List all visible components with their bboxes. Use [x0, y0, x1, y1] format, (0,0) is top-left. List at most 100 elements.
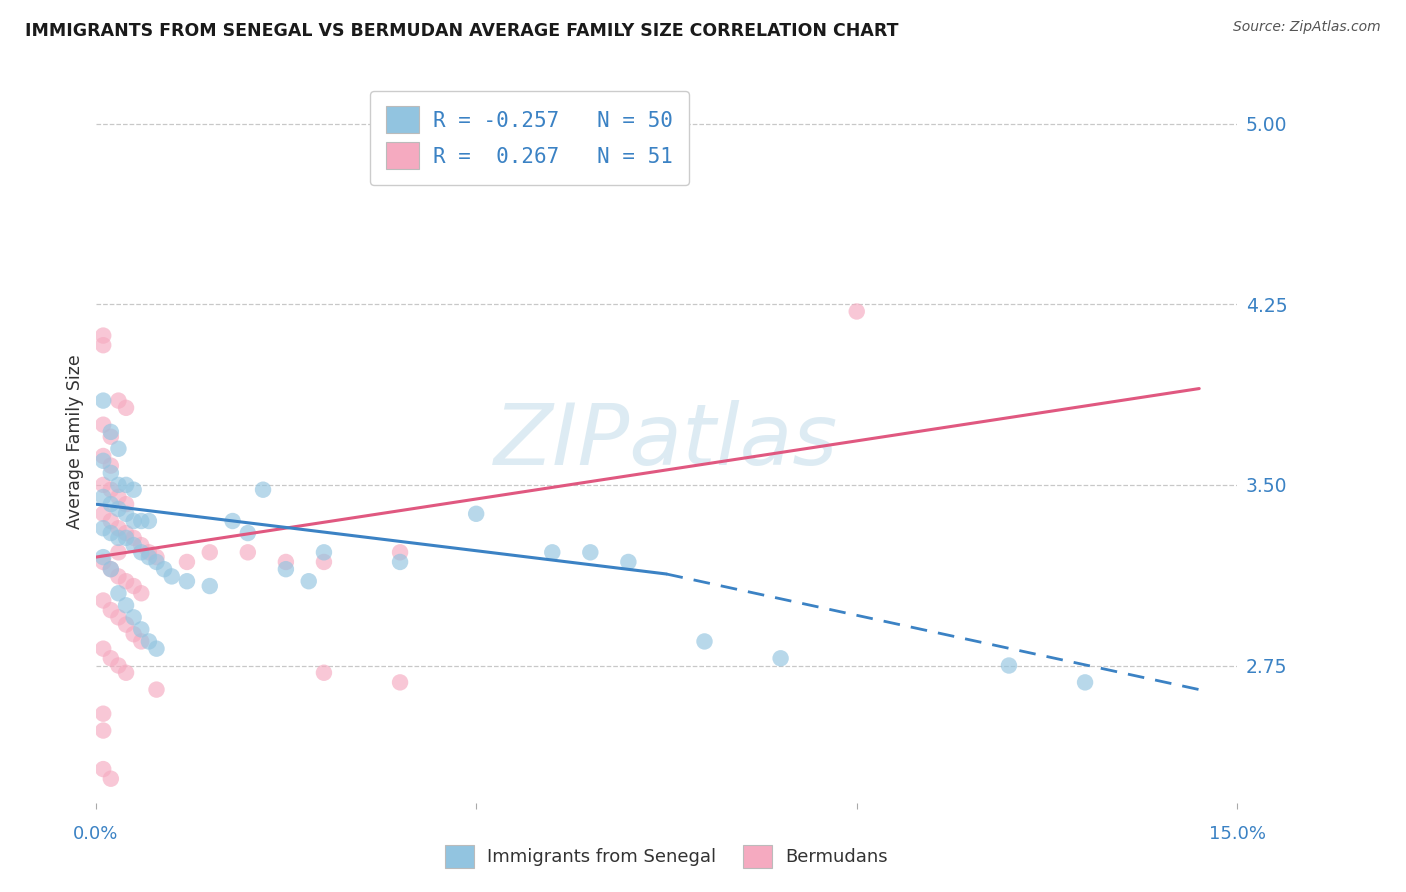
Point [845, 304, 868, 318]
Point [122, 579, 145, 593]
Point [107, 586, 129, 600]
Text: 15.0%: 15.0% [1209, 825, 1265, 843]
Point [129, 514, 152, 528]
Point [312, 555, 335, 569]
Point [100, 651, 122, 665]
Point [198, 579, 221, 593]
Point [100, 483, 122, 497]
Point [138, 634, 160, 648]
Point [115, 531, 138, 545]
Point [115, 478, 138, 492]
Point [122, 483, 145, 497]
Point [91, 338, 114, 352]
Point [122, 610, 145, 624]
Point [91, 723, 114, 738]
Point [91, 490, 114, 504]
Point [129, 623, 152, 637]
Point [1074, 675, 1097, 690]
Point [107, 478, 129, 492]
Point [91, 555, 114, 569]
Point [107, 393, 129, 408]
Point [145, 555, 167, 569]
Point [100, 562, 122, 576]
Point [693, 634, 716, 648]
Point [107, 502, 129, 516]
Point [91, 521, 114, 535]
Point [115, 665, 138, 680]
Point [122, 531, 145, 545]
Point [100, 562, 122, 576]
Point [91, 550, 114, 565]
Point [236, 526, 259, 541]
Point [91, 706, 114, 721]
Y-axis label: Average Family Size: Average Family Size [66, 354, 84, 529]
Text: 0.0%: 0.0% [73, 825, 118, 843]
Point [129, 634, 152, 648]
Point [153, 562, 176, 576]
Point [115, 401, 138, 415]
Text: Source: ZipAtlas.com: Source: ZipAtlas.com [1233, 20, 1381, 34]
Point [100, 772, 122, 786]
Point [107, 545, 129, 559]
Point [221, 514, 243, 528]
Point [252, 483, 274, 497]
Point [160, 569, 183, 583]
Point [115, 497, 138, 511]
Point [91, 393, 114, 408]
Point [107, 531, 129, 545]
Point [129, 586, 152, 600]
Point [769, 651, 792, 665]
Point [107, 521, 129, 535]
Point [465, 507, 488, 521]
Point [122, 538, 145, 552]
Point [91, 417, 114, 432]
Point [541, 545, 564, 559]
Point [115, 599, 138, 613]
Point [100, 603, 122, 617]
Point [100, 458, 122, 473]
Point [236, 545, 259, 559]
Point [138, 545, 160, 559]
Point [100, 425, 122, 439]
Point [100, 466, 122, 480]
Point [312, 665, 335, 680]
Point [274, 562, 297, 576]
Point [115, 507, 138, 521]
Point [100, 514, 122, 528]
Point [617, 555, 640, 569]
Point [176, 555, 198, 569]
Point [145, 550, 167, 565]
Point [107, 490, 129, 504]
Point [115, 574, 138, 589]
Point [198, 545, 221, 559]
Point [145, 641, 167, 656]
Point [91, 454, 114, 468]
Point [107, 658, 129, 673]
Point [274, 555, 297, 569]
Point [100, 430, 122, 444]
Point [145, 682, 167, 697]
Point [176, 574, 198, 589]
Text: ZIPatlas: ZIPatlas [495, 400, 838, 483]
Point [91, 478, 114, 492]
Point [122, 514, 145, 528]
Point [100, 526, 122, 541]
Point [389, 555, 412, 569]
Point [107, 442, 129, 456]
Point [129, 538, 152, 552]
Text: IMMIGRANTS FROM SENEGAL VS BERMUDAN AVERAGE FAMILY SIZE CORRELATION CHART: IMMIGRANTS FROM SENEGAL VS BERMUDAN AVER… [25, 22, 898, 40]
Point [579, 545, 602, 559]
Point [100, 497, 122, 511]
Point [998, 658, 1021, 673]
Point [129, 545, 152, 559]
Point [389, 545, 412, 559]
Point [91, 328, 114, 343]
Point [298, 574, 321, 589]
Point [107, 569, 129, 583]
Point [91, 507, 114, 521]
Point [91, 641, 114, 656]
Point [122, 627, 145, 641]
Point [138, 550, 160, 565]
Point [312, 545, 335, 559]
Point [138, 514, 160, 528]
